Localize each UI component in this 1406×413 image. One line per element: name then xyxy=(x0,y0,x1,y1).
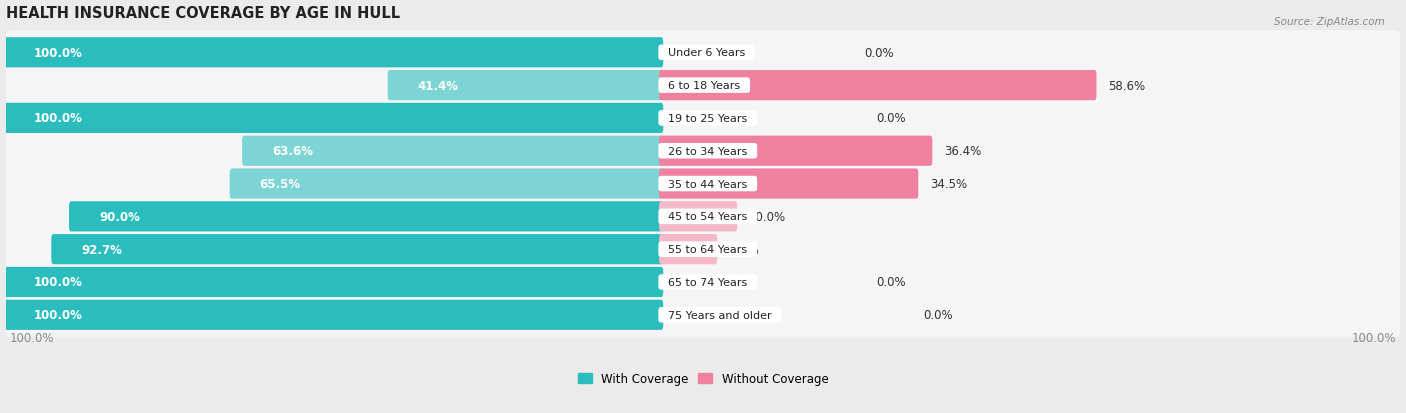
FancyBboxPatch shape xyxy=(659,169,918,199)
Text: 58.6%: 58.6% xyxy=(1108,79,1146,93)
Text: 100.0%: 100.0% xyxy=(34,112,83,125)
Text: 36.4%: 36.4% xyxy=(945,145,981,158)
Text: 65.5%: 65.5% xyxy=(260,178,301,190)
Text: 26 to 34 Years: 26 to 34 Years xyxy=(661,146,755,157)
FancyBboxPatch shape xyxy=(229,169,664,199)
FancyBboxPatch shape xyxy=(659,136,932,166)
FancyBboxPatch shape xyxy=(6,162,1400,206)
Text: 19 to 25 Years: 19 to 25 Years xyxy=(661,114,755,123)
FancyBboxPatch shape xyxy=(6,97,1400,140)
Text: 34.5%: 34.5% xyxy=(931,178,967,190)
Text: 0.0%: 0.0% xyxy=(924,309,953,321)
FancyBboxPatch shape xyxy=(388,71,664,101)
FancyBboxPatch shape xyxy=(242,136,664,166)
FancyBboxPatch shape xyxy=(69,202,664,232)
FancyBboxPatch shape xyxy=(659,71,1097,101)
Text: 63.6%: 63.6% xyxy=(273,145,314,158)
FancyBboxPatch shape xyxy=(6,228,1400,271)
Text: 0.0%: 0.0% xyxy=(876,112,905,125)
FancyBboxPatch shape xyxy=(52,235,664,265)
FancyBboxPatch shape xyxy=(659,235,717,265)
Text: 100.0%: 100.0% xyxy=(10,331,55,344)
Text: Under 6 Years: Under 6 Years xyxy=(661,48,752,58)
Text: 35 to 44 Years: 35 to 44 Years xyxy=(661,179,755,189)
FancyBboxPatch shape xyxy=(3,38,664,68)
Text: 92.7%: 92.7% xyxy=(82,243,122,256)
Text: 75 Years and older: 75 Years and older xyxy=(661,310,779,320)
FancyBboxPatch shape xyxy=(6,195,1400,239)
Text: 41.4%: 41.4% xyxy=(418,79,458,93)
FancyBboxPatch shape xyxy=(6,260,1400,304)
Text: 100.0%: 100.0% xyxy=(34,47,83,59)
Text: 6 to 18 Years: 6 to 18 Years xyxy=(661,81,747,91)
FancyBboxPatch shape xyxy=(3,104,664,134)
Text: 90.0%: 90.0% xyxy=(98,210,139,223)
Text: 55 to 64 Years: 55 to 64 Years xyxy=(661,244,754,254)
Text: HEALTH INSURANCE COVERAGE BY AGE IN HULL: HEALTH INSURANCE COVERAGE BY AGE IN HULL xyxy=(6,5,399,21)
FancyBboxPatch shape xyxy=(3,300,664,330)
Text: 100.0%: 100.0% xyxy=(34,276,83,289)
Text: 100.0%: 100.0% xyxy=(1351,331,1396,344)
Text: 0.0%: 0.0% xyxy=(865,47,894,59)
FancyBboxPatch shape xyxy=(6,31,1400,75)
FancyBboxPatch shape xyxy=(6,129,1400,173)
Text: 7.3%: 7.3% xyxy=(730,243,759,256)
Text: 0.0%: 0.0% xyxy=(876,276,905,289)
Legend: With Coverage, Without Coverage: With Coverage, Without Coverage xyxy=(572,367,834,390)
FancyBboxPatch shape xyxy=(6,293,1400,337)
FancyBboxPatch shape xyxy=(659,202,737,232)
Text: 100.0%: 100.0% xyxy=(34,309,83,321)
FancyBboxPatch shape xyxy=(6,64,1400,108)
Text: 10.0%: 10.0% xyxy=(749,210,786,223)
Text: Source: ZipAtlas.com: Source: ZipAtlas.com xyxy=(1274,17,1385,26)
Text: 45 to 54 Years: 45 to 54 Years xyxy=(661,212,755,222)
FancyBboxPatch shape xyxy=(3,267,664,297)
Text: 65 to 74 Years: 65 to 74 Years xyxy=(661,277,755,287)
